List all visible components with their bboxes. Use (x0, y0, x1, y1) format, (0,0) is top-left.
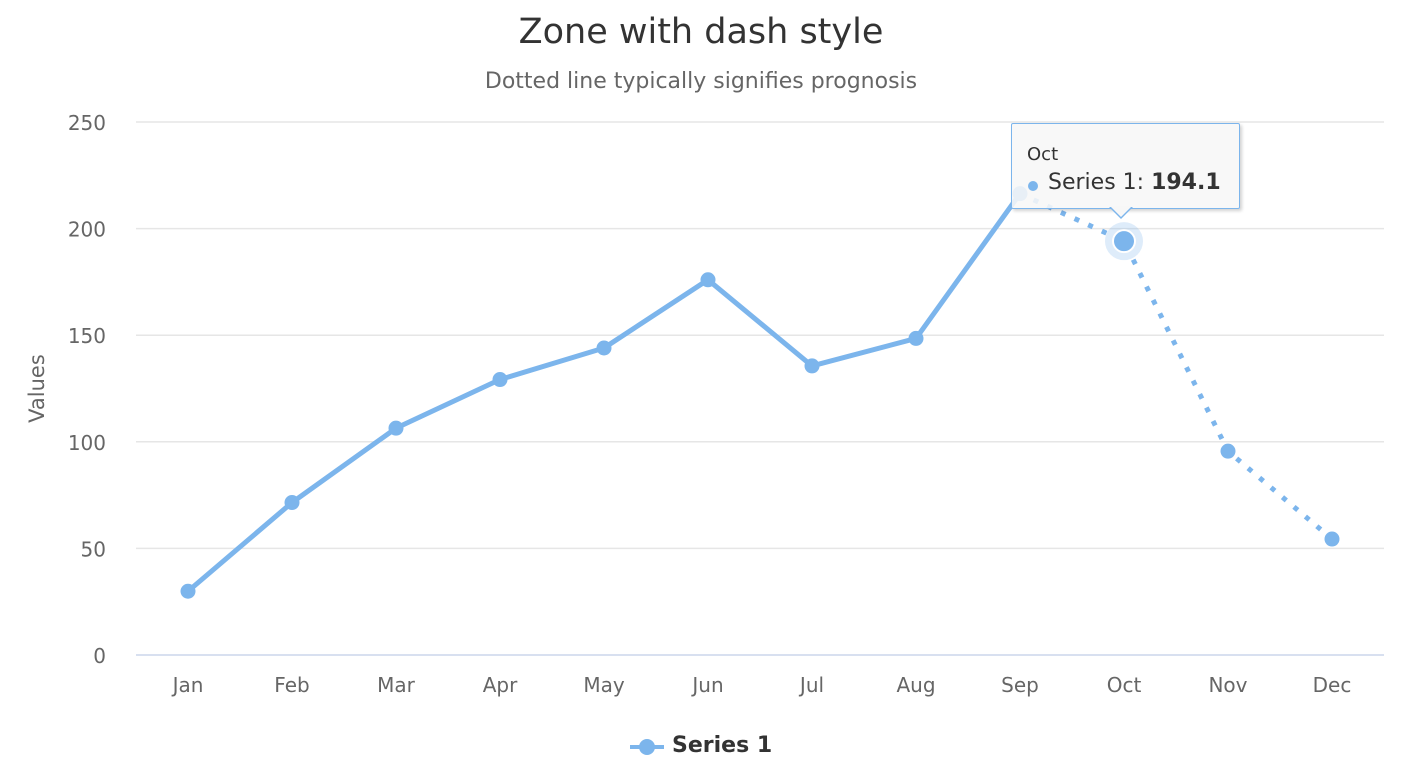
data-point[interactable] (908, 330, 924, 346)
tooltip-arrow-inner (1110, 206, 1132, 217)
legend-series-icon (630, 739, 664, 755)
x-tick-label: Aug (896, 673, 935, 697)
data-point[interactable] (492, 372, 508, 388)
chart-title: Zone with dash style (518, 12, 884, 52)
x-tick-label: May (583, 673, 625, 697)
y-tick-label: 200 (68, 218, 106, 242)
y-tick-label: 100 (68, 431, 106, 455)
data-point[interactable] (700, 272, 716, 288)
y-tick-label: 150 (68, 324, 106, 348)
y-axis-title: Values (25, 354, 49, 423)
x-tick-label: Jun (690, 673, 723, 697)
x-tick-label: Mar (377, 673, 416, 697)
tooltip-value: 194.1 (1151, 170, 1221, 195)
tooltip-series-line: Series 1: 194.1 (1048, 170, 1221, 195)
legend-item-series-1[interactable]: Series 1 (672, 733, 773, 758)
x-tick-label: Feb (274, 673, 309, 697)
chart-subtitle: Dotted line typically signifies prognosi… (484, 69, 918, 94)
tooltip: Oct Series 1: 194.1 (1011, 123, 1240, 209)
x-tick-label: Oct (1107, 673, 1142, 697)
data-point[interactable] (804, 358, 820, 374)
series-1-line-solid (185, 191, 1023, 594)
data-point[interactable] (284, 495, 300, 511)
data-point[interactable] (596, 340, 612, 356)
x-tick-label: Apr (483, 673, 518, 697)
tooltip-series-dot (1028, 181, 1038, 191)
x-tick-label: Sep (1001, 673, 1039, 697)
y-tick-label: 50 (81, 537, 106, 561)
x-tick-label: Dec (1313, 673, 1352, 697)
tooltip-separator: : (1136, 170, 1152, 195)
data-point[interactable] (1220, 443, 1236, 459)
x-tick-label: Nov (1208, 673, 1247, 697)
y-tick-label: 250 (68, 111, 106, 135)
tooltip-category: Oct (1027, 144, 1059, 165)
legend[interactable]: Series 1 (630, 732, 790, 762)
x-tick-label: Jan (171, 673, 204, 697)
tooltip-series-name: Series 1 (1048, 170, 1137, 195)
data-point[interactable] (1324, 531, 1340, 547)
data-point-highlighted[interactable] (1112, 229, 1136, 254)
data-point[interactable] (388, 420, 404, 436)
series-1-line-dotted (1018, 191, 1334, 541)
data-point[interactable] (180, 583, 196, 599)
x-tick-label: Jul (798, 673, 824, 697)
y-tick-label: 0 (93, 644, 106, 668)
series-1-points (180, 186, 1340, 599)
axes: 0 50 100 150 200 250 Jan Feb Mar Apr May Jun Jul Aug S… (25, 111, 1384, 697)
grid-lines (136, 121, 1384, 550)
legend-marker (639, 739, 655, 755)
series-1 (185, 191, 1334, 594)
